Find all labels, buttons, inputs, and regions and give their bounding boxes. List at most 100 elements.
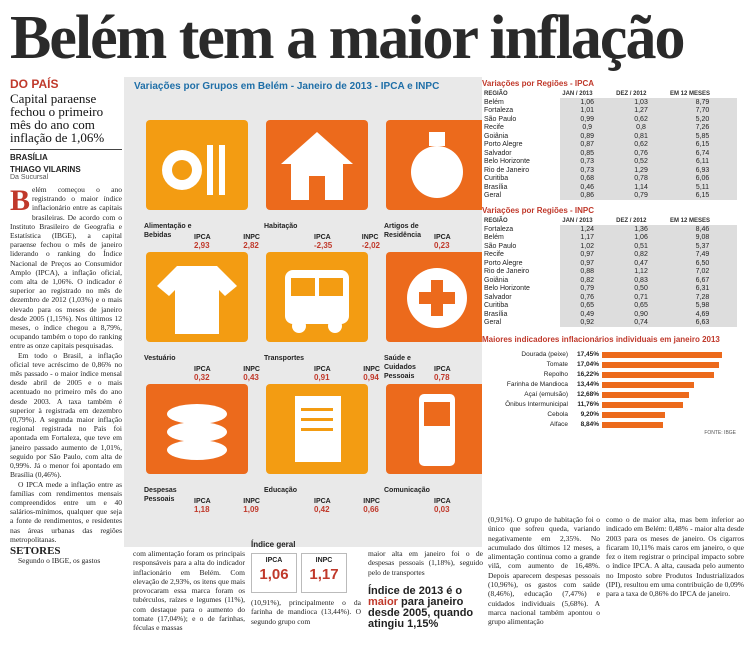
inpc-value: 1,09 <box>243 505 259 514</box>
article-body: B elém começou o ano registrando o maior… <box>10 185 122 565</box>
ipca-label: IPCA <box>194 498 211 505</box>
group-card: Transportes IPCA 0,91 INPC 0,94 <box>254 227 380 382</box>
bar-row: Alface 8,84% <box>482 420 744 429</box>
table-cell: 5,85 <box>667 132 737 141</box>
table-cell: 0,85 <box>560 149 615 158</box>
table-row: Fortaleza 1,24 1,36 8,46 <box>482 225 737 234</box>
table-row: Salvador 0,76 0,71 7,28 <box>482 293 737 302</box>
table-cell: 5,37 <box>667 242 737 251</box>
table-cell: 0,51 <box>614 242 668 251</box>
byline-author: THIAGO VILARINS <box>10 165 81 174</box>
bar-row: Repolho 16,22% <box>482 370 744 379</box>
vase-icon <box>386 120 488 210</box>
ipca-label: IPCA <box>434 366 451 373</box>
table-cell: 1,27 <box>614 106 668 115</box>
table-cell: 6,93 <box>667 166 737 175</box>
table-cell: 6,31 <box>667 284 737 293</box>
bar <box>602 411 666 418</box>
bar-row: Farinha de Mandioca 13,44% <box>482 380 744 389</box>
table-cell: Curitiba <box>484 175 509 182</box>
table-cell: 0,52 <box>614 157 668 166</box>
table-row: Belo Horizonte 0,73 0,52 6,11 <box>482 157 737 166</box>
table-cell: 1,01 <box>560 106 615 115</box>
ipca-value: 1,18 <box>194 505 210 514</box>
bar-category: Dourada (peixe) <box>521 351 568 358</box>
paragraph: Segundo o IBGE, os gastos <box>18 556 101 566</box>
ipca-label: IPCA <box>434 498 451 505</box>
table-ipca: REGIÃO JAN / 2013 DEZ / 2012 EM 12 MESES Be… <box>482 90 737 200</box>
table-cell: 1,12 <box>614 267 668 276</box>
table-cell: 0,73 <box>560 166 615 175</box>
bar-value-label: 11,76% <box>577 401 599 408</box>
index-title: Índice geral <box>251 540 296 549</box>
table-cell: 6,63 <box>667 318 737 327</box>
table-cell: 1,06 <box>614 233 668 242</box>
left-column: DO PAÍS Capital paraense fechou o primei… <box>10 77 122 655</box>
article-column: (10,91%), principalmente o da farinha de… <box>251 598 361 626</box>
table-cell: Recife <box>484 251 504 258</box>
table-cell: 7,28 <box>667 293 737 302</box>
table-cell: Rio de Janeiro <box>484 166 530 174</box>
group-values: IPCA 0,91 INPC 0,94 <box>314 366 380 382</box>
bar <box>602 391 690 398</box>
ipca-value: 2,93 <box>194 241 210 250</box>
ipca-label: IPCA <box>434 234 451 241</box>
table-row: Belém 1,17 1,06 9,08 <box>482 233 737 242</box>
drop-cap: B <box>10 184 31 217</box>
table-ipca-title: Variações por Regiões - IPCA <box>482 79 595 88</box>
group-card: Alimentação e Bebidas IPCA 2,93 INPC 2,82 <box>134 95 260 250</box>
inpc-label: INPC <box>243 234 260 241</box>
table-cell: 5,11 <box>667 183 737 192</box>
table-row: Porto Alegre 0,87 0,62 6,15 <box>482 140 737 149</box>
chart-source: FONTE: IBGE <box>704 430 736 436</box>
group-label: Comunicação <box>384 487 430 494</box>
ipca-value: 0,03 <box>434 505 450 514</box>
inpc-value: 0,66 <box>363 505 379 514</box>
table-cell: 1,02 <box>560 242 615 251</box>
bar <box>602 351 722 358</box>
table-cell: 0,97 <box>560 250 615 259</box>
article-column: com alimentação foram os principais resp… <box>133 549 245 633</box>
ipca-label: IPCA <box>194 234 211 241</box>
table-cell: 6,50 <box>667 259 737 268</box>
table-cell: 0,50 <box>614 284 668 293</box>
bar-value-label: 9,20% <box>580 411 599 418</box>
table-cell: 1,06 <box>560 98 615 107</box>
table-cell: 8,46 <box>667 225 737 234</box>
divider <box>10 149 122 150</box>
table-cell: Geral <box>484 319 502 326</box>
section-label: DO PAÍS <box>10 77 59 91</box>
infographic-title: Variações por Grupos em Belém - Janeiro … <box>134 81 440 92</box>
bar-value-label: 17,45% <box>576 351 599 358</box>
ipca-value: 0,23 <box>434 241 450 250</box>
table-cell: 1,03 <box>614 98 668 107</box>
table-cell: 0,82 <box>614 250 668 259</box>
table-cell: 7,49 <box>667 250 737 259</box>
paragraph: elém começou o ano registrando o maior í… <box>10 185 122 351</box>
table-cell: Goiânia <box>484 132 509 140</box>
bus-icon <box>266 252 368 342</box>
table-cell: 0,90 <box>614 310 668 319</box>
table-row: Brasília 0,49 0,90 4,69 <box>482 310 737 319</box>
table-row: Rio de Janeiro 0,88 1,12 7,02 <box>482 267 737 276</box>
table-cell: 0,47 <box>614 259 668 268</box>
bar <box>602 361 720 368</box>
table-row: Recife 0,97 0,82 7,49 <box>482 250 737 259</box>
paragraph: Em todo o Brasil, a inflação oficial tev… <box>10 350 122 480</box>
table-cell: 0,86 <box>560 191 615 200</box>
table-cell: 0,89 <box>560 132 615 141</box>
table-row: Belo Horizonte 0,79 0,50 6,31 <box>482 284 737 293</box>
table-row: Curitiba 0,68 0,78 6,06 <box>482 174 737 183</box>
article-column: como o de maior alta, mas bem inferior a… <box>606 515 744 599</box>
index-box: Índice geral IPCA 1,06 INPC 1,17 <box>251 540 349 593</box>
table-cell: 0,62 <box>614 140 668 149</box>
table-header: REGIÃO <box>484 91 508 97</box>
bar <box>602 371 714 378</box>
table-cell: 0,76 <box>614 149 668 158</box>
table-row: São Paulo 0,99 0,62 5,20 <box>482 115 737 124</box>
bar-row: Cebola 9,20% <box>482 410 744 419</box>
table-row: Goiânia 0,89 0,81 5,85 <box>482 132 737 141</box>
table-row: Goiânia 0,82 0,83 6,67 <box>482 276 737 285</box>
group-card: Saúde e Cuidados PessoaisIPCA0,78INPC0,8… <box>374 227 500 382</box>
